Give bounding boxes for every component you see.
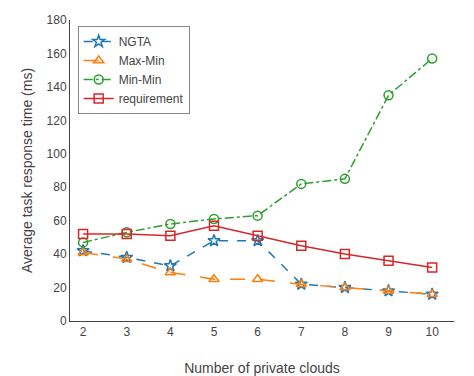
svg-text:6: 6 <box>254 325 261 339</box>
svg-text:requirement: requirement <box>119 92 184 106</box>
svg-text:7: 7 <box>298 325 305 339</box>
svg-text:180: 180 <box>47 13 67 27</box>
svg-text:80: 80 <box>53 180 67 194</box>
svg-text:2: 2 <box>80 325 87 339</box>
svg-text:120: 120 <box>47 114 67 128</box>
svg-text:8: 8 <box>342 325 349 339</box>
svg-text:160: 160 <box>47 47 67 61</box>
svg-text:4: 4 <box>167 325 174 339</box>
svg-text:20: 20 <box>53 281 67 295</box>
svg-text:10: 10 <box>426 325 440 339</box>
svg-text:Max-Min: Max-Min <box>119 54 165 68</box>
svg-text:60: 60 <box>53 214 67 228</box>
svg-text:5: 5 <box>211 325 218 339</box>
svg-text:9: 9 <box>385 325 392 339</box>
svg-text:Average task response time (ms: Average task response time (ms) <box>19 68 35 273</box>
svg-text:NGTA: NGTA <box>119 35 151 49</box>
svg-text:40: 40 <box>53 247 67 261</box>
svg-text:Min-Min: Min-Min <box>119 73 162 87</box>
svg-text:0: 0 <box>60 314 67 328</box>
svg-text:140: 140 <box>47 80 67 94</box>
svg-text:100: 100 <box>47 147 67 161</box>
svg-text:Number of private clouds: Number of private clouds <box>184 360 340 376</box>
svg-text:3: 3 <box>123 325 130 339</box>
